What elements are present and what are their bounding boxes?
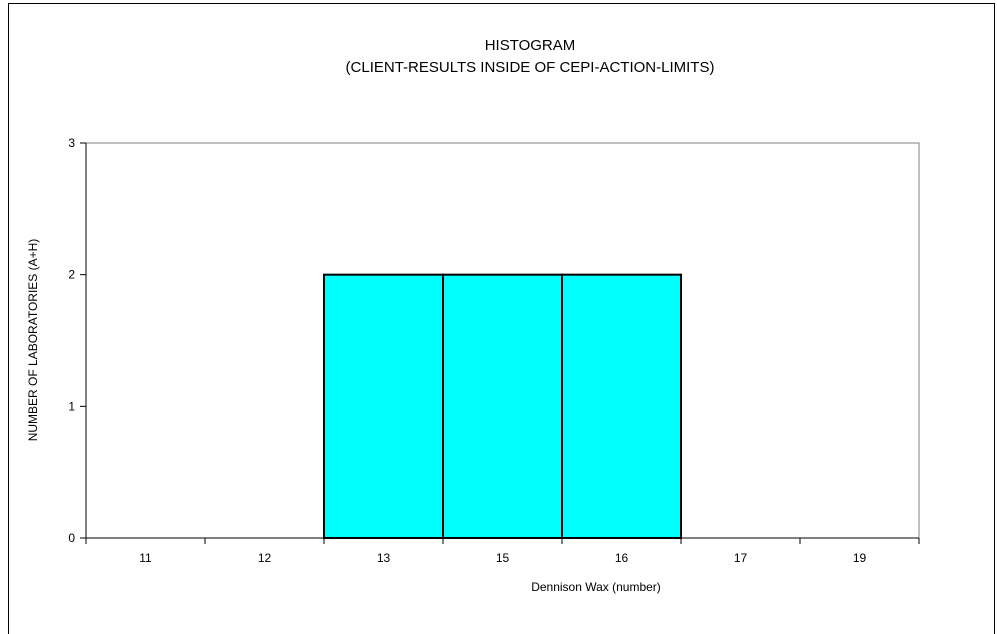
x-tick-label: 19 xyxy=(853,551,867,565)
y-axis-ticks: 0 1 2 3 xyxy=(68,136,86,545)
x-tick-label: 15 xyxy=(496,551,510,565)
bar-16 xyxy=(561,273,682,539)
bar-15 xyxy=(442,273,563,539)
y-tick-label: 1 xyxy=(68,399,75,413)
x-tick-label: 12 xyxy=(258,551,272,565)
x-tick-label: 17 xyxy=(734,551,748,565)
chart-subtitle: (CLIENT-RESULTS INSIDE OF CEPI-ACTION-LI… xyxy=(346,59,715,76)
chart-title: HISTOGRAM xyxy=(485,37,576,54)
bar-group xyxy=(323,273,682,539)
y-tick-label: 3 xyxy=(68,136,75,150)
x-axis-title: Dennison Wax (number) xyxy=(531,580,661,594)
y-axis-title: NUMBER OF LABORATORIES (A+H) xyxy=(26,239,40,442)
y-tick-label: 2 xyxy=(68,268,75,282)
bar-13 xyxy=(323,273,444,539)
x-tick-label: 11 xyxy=(139,551,152,565)
x-axis-ticks: 11 12 13 15 16 17 19 xyxy=(85,538,920,565)
y-tick-label: 0 xyxy=(68,531,75,545)
x-tick-label: 13 xyxy=(377,551,391,565)
x-tick-label: 16 xyxy=(615,551,629,565)
